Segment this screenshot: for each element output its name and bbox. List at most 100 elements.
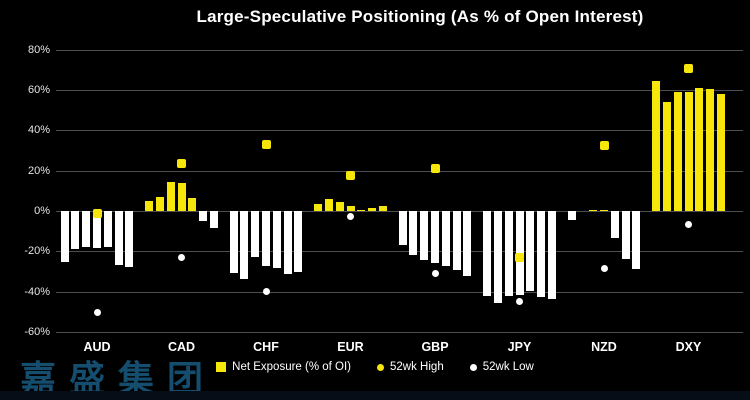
net-exposure-bar-jpy-6 xyxy=(537,211,546,297)
net-exposure-bar-chf-7 xyxy=(294,211,303,272)
net-exposure-bar-cad-5 xyxy=(188,197,197,211)
net-exposure-bar-cad-2 xyxy=(155,196,164,211)
legend-net-exposure-label: Net Exposure (% of OI) xyxy=(232,361,352,373)
legend-low-label: 52wk Low xyxy=(482,361,534,373)
y-axis-tick-label: -60% xyxy=(24,325,50,338)
legend-item-52wk-high: 52wk High xyxy=(377,361,444,373)
net-exposure-bar-nzd-6 xyxy=(621,211,630,260)
legend-item-net-exposure: Net Exposure (% of OI) xyxy=(216,361,351,373)
net-exposure-bar-nzd-4 xyxy=(600,210,608,211)
category-label-nzd: NZD xyxy=(591,340,617,354)
chart-title: Large-Speculative Positioning (As % of O… xyxy=(196,7,644,26)
net-exposure-bar-gbp-5 xyxy=(441,211,450,267)
net-exposure-bar-dxy-5 xyxy=(695,88,704,211)
net-exposure-bar-aud-5 xyxy=(103,211,112,248)
net-exposure-bar-gbp-6 xyxy=(452,211,461,271)
low-marker-jpy xyxy=(516,298,523,306)
net-exposure-bar-dxy-2 xyxy=(662,102,671,211)
net-exposure-bar-eur-2 xyxy=(324,198,333,211)
category-label-aud: AUD xyxy=(83,340,111,354)
high-marker-eur xyxy=(346,171,355,181)
y-axis-tick-label: 20% xyxy=(27,164,50,177)
y-axis-tick-label: 0% xyxy=(34,205,50,217)
net-exposure-bar-aud-4 xyxy=(93,211,101,249)
low-marker-gbp xyxy=(431,270,439,277)
net-exposure-bar-aud-2 xyxy=(71,211,80,250)
net-exposure-bar-aud-7 xyxy=(125,211,134,268)
category-label-cad: CAD xyxy=(167,340,196,354)
low-marker-cad xyxy=(178,253,185,261)
net-exposure-bar-gbp-4 xyxy=(431,211,439,264)
net-exposure-bar-aud-6 xyxy=(114,211,123,266)
high-marker-aud xyxy=(92,208,102,218)
gridline--40% xyxy=(56,291,743,293)
net-exposure-bar-jpy-5 xyxy=(526,211,535,291)
high-marker-nzd xyxy=(599,141,609,150)
legend-high-label: 52wk High xyxy=(390,361,444,373)
net-exposure-bar-eur-3 xyxy=(335,201,344,211)
net-exposure-bar-gbp-3 xyxy=(420,211,429,261)
high-marker-swatch-icon xyxy=(377,363,385,371)
y-axis-tick-label: 40% xyxy=(27,124,50,137)
net-exposure-bar-eur-4 xyxy=(346,206,355,211)
net-exposure-bar-eur-1 xyxy=(314,203,323,211)
net-exposure-bar-dxy-3 xyxy=(673,92,682,211)
net-exposure-bar-aud-1 xyxy=(60,211,69,263)
net-exposure-bar-nzd-7 xyxy=(632,211,641,270)
net-exposure-bar-cad-1 xyxy=(145,200,154,211)
net-exposure-bar-nzd-5 xyxy=(610,211,619,239)
y-axis-tick-label: -40% xyxy=(24,285,50,298)
low-marker-eur xyxy=(347,212,354,220)
net-exposure-bar-chf-2 xyxy=(240,211,249,279)
net-exposure-bar-jpy-2 xyxy=(493,211,502,303)
high-marker-chf xyxy=(261,140,271,149)
y-axis-tick-label: 60% xyxy=(27,84,50,97)
high-marker-dxy xyxy=(684,64,693,74)
gridline-80% xyxy=(56,49,743,51)
net-exposure-bar-eur-6 xyxy=(368,208,377,211)
net-exposure-bar-gbp-7 xyxy=(463,211,472,276)
category-label-dxy: DXY xyxy=(675,340,702,354)
high-marker-gbp xyxy=(430,164,440,174)
net-exposure-bar-eur-7 xyxy=(378,206,387,211)
net-exposure-bar-jpy-7 xyxy=(547,211,556,299)
net-exposure-bar-aud-3 xyxy=(82,211,91,248)
net-exposure-bar-nzd-1 xyxy=(567,211,576,221)
category-label-chf: CHF xyxy=(253,340,279,354)
net-exposure-bar-cad-6 xyxy=(199,211,208,222)
net-exposure-bar-cad-7 xyxy=(209,211,218,229)
net-exposure-bar-gbp-1 xyxy=(398,211,407,246)
gridline-20% xyxy=(56,170,743,172)
bottom-strip xyxy=(0,391,750,400)
low-marker-nzd xyxy=(600,264,608,272)
net-exposure-bar-dxy-6 xyxy=(706,89,715,211)
low-marker-aud xyxy=(93,309,101,317)
net-exposure-bar-dxy-1 xyxy=(652,81,661,211)
gridline--60% xyxy=(56,331,743,333)
low-marker-chf xyxy=(262,288,270,296)
category-label-gbp: GBP xyxy=(421,340,449,354)
category-label-eur: EUR xyxy=(337,340,364,354)
net-exposure-bar-dxy-7 xyxy=(716,94,725,211)
net-exposure-bar-jpy-1 xyxy=(483,211,492,296)
legend-item-52wk-low: 52wk Low xyxy=(469,361,534,373)
net-exposure-bar-nzd-3 xyxy=(589,210,598,211)
net-exposure-bar-dxy-4 xyxy=(684,92,693,211)
net-exposure-bar-chf-3 xyxy=(251,211,260,258)
net-exposure-bar-chf-6 xyxy=(283,211,292,274)
category-label-jpy: JPY xyxy=(507,340,532,354)
high-marker-cad xyxy=(177,159,186,169)
net-exposure-bar-chf-1 xyxy=(229,211,238,273)
net-exposure-bar-gbp-2 xyxy=(409,211,418,256)
net-exposure-bar-eur-5 xyxy=(357,210,366,211)
chart-legend: Net Exposure (% of OI) 52wk High 52wk Lo… xyxy=(0,361,750,373)
net-exposure-bar-cad-3 xyxy=(166,181,175,211)
gridline-40% xyxy=(56,130,743,132)
low-marker-swatch-icon xyxy=(469,363,477,371)
high-marker-jpy xyxy=(515,252,524,262)
y-axis-tick-label: 80% xyxy=(27,43,50,56)
low-marker-dxy xyxy=(685,220,692,228)
gridline--20% xyxy=(56,251,743,253)
net-exposure-bar-chf-4 xyxy=(262,211,270,267)
